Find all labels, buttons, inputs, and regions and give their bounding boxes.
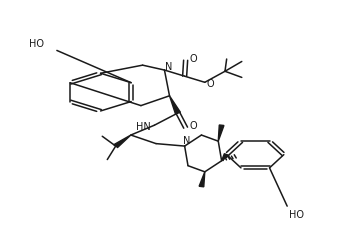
- Polygon shape: [114, 135, 131, 148]
- Text: HN: HN: [136, 122, 151, 132]
- Polygon shape: [218, 125, 224, 141]
- Text: N: N: [165, 62, 172, 72]
- Text: O: O: [189, 122, 197, 131]
- Text: O: O: [189, 54, 197, 64]
- Polygon shape: [199, 172, 205, 187]
- Text: N: N: [183, 136, 190, 146]
- Polygon shape: [170, 96, 180, 114]
- Text: HO: HO: [289, 210, 304, 220]
- Polygon shape: [222, 154, 229, 161]
- Text: O: O: [206, 79, 214, 89]
- Text: HO: HO: [29, 39, 44, 49]
